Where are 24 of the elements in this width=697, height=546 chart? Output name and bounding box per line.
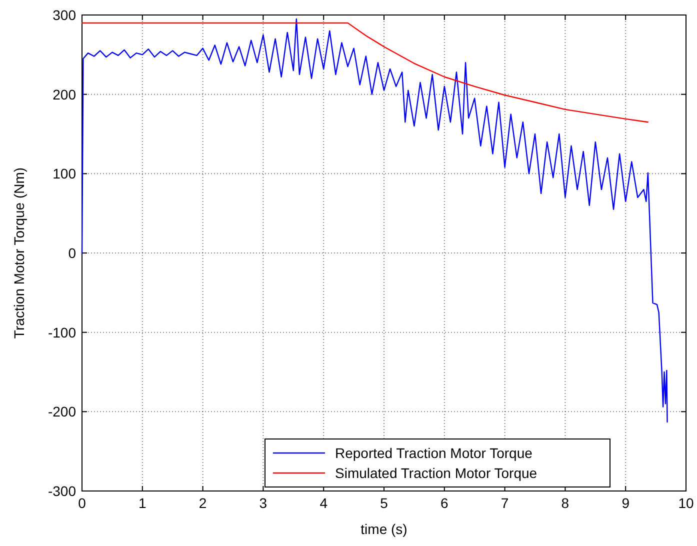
x-tick-label: 8 bbox=[561, 495, 570, 511]
y-tick-label: -200 bbox=[48, 404, 76, 420]
x-tick-label: 7 bbox=[500, 495, 509, 511]
y-tick-label: 100 bbox=[52, 166, 76, 182]
y-tick-label: 0 bbox=[68, 245, 76, 261]
x-tick-label: 2 bbox=[198, 495, 207, 511]
line-series bbox=[81, 18, 668, 423]
x-tick-label: 9 bbox=[622, 495, 630, 511]
x-tick-label: 5 bbox=[380, 495, 388, 511]
line-series bbox=[81, 22, 649, 123]
x-tick-label: 1 bbox=[138, 495, 146, 511]
x-tick-label: 10 bbox=[678, 495, 694, 511]
y-tick-label: -100 bbox=[48, 324, 76, 340]
y-axis-title: Traction Motor Torque (Nm) bbox=[11, 167, 27, 339]
x-tick-label: 3 bbox=[259, 495, 268, 511]
y-tick-label: 200 bbox=[52, 86, 76, 102]
x-tick-label: 6 bbox=[440, 495, 448, 511]
legend-label: Reported Traction Motor Torque bbox=[335, 445, 533, 461]
x-tick-label: 0 bbox=[78, 495, 86, 511]
x-axis-title: time (s) bbox=[360, 521, 408, 537]
y-tick-label: -300 bbox=[48, 483, 76, 499]
y-tick-label: 300 bbox=[52, 7, 76, 23]
x-tick-label: 4 bbox=[320, 495, 328, 511]
legend-label: Simulated Traction Motor Torque bbox=[335, 465, 538, 481]
